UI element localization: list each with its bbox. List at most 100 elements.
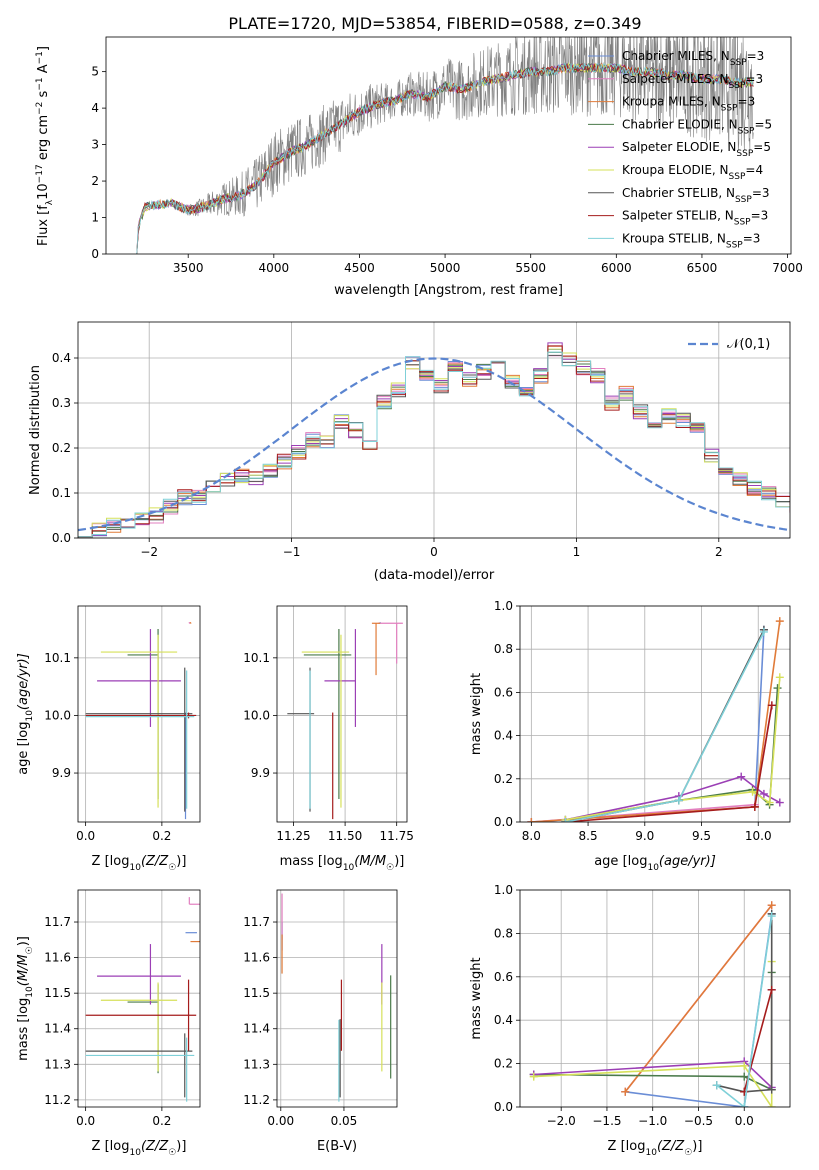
panel-mass-vs-Z: 0.0 0.211.211.311.411.511.611.7Z [log10(Z…: [16, 889, 201, 1158]
y-axis-label-part: (M/M: [16, 954, 31, 986]
legend-label-part: Chabrier STELIB, N: [622, 186, 735, 200]
y-axis-label-part: −1: [35, 51, 45, 64]
y-axis-label: mass [log10(M/M☉)]: [16, 936, 35, 1061]
figure-title: PLATE=1720, MJD=53854, FIBERID=0588, z=0…: [228, 14, 641, 33]
y-axis-label-part: −17: [35, 164, 45, 183]
y-axis-label: mass weight: [469, 673, 484, 755]
y-tick-label: 10.1: [44, 651, 71, 665]
y-tick-label: 11.6: [44, 951, 71, 965]
legend-label-part: Salpeter STELIB, N: [622, 209, 734, 223]
weight-marker: [775, 673, 784, 682]
plot-area: [281, 893, 392, 1102]
y-tick-label: 0.4: [494, 729, 513, 743]
plot-area: [527, 617, 784, 822]
y-tick-label: 11.4: [243, 1022, 270, 1036]
x-tick-label: −1.0: [638, 1114, 667, 1128]
x-tick-label: 1: [573, 545, 581, 559]
panel-mass-vs-EBV: 0.00 0.05 11.2 11.3 11.4 11.5 11.6 11.7 E(B-V): [243, 889, 398, 1154]
x-axis-label-part: (Z/Z: [141, 854, 169, 869]
x-axis-label-part: age [log: [594, 854, 647, 869]
x-axis-label: mass [log10(M/M☉)]: [280, 854, 405, 873]
y-tick-label: 2: [91, 174, 99, 188]
x-tick-label: 9.0: [635, 829, 654, 843]
legend-label-part: =3: [738, 95, 756, 109]
legend-label-part: =3: [751, 209, 769, 223]
y-tick-label: 11.6: [243, 951, 270, 965]
weight-marker: [767, 912, 776, 921]
x-tick-label: 3500: [173, 261, 204, 275]
y-tick-label: 10.0: [44, 708, 71, 722]
legend-label-part: SSP: [721, 104, 738, 114]
x-tick-label: 8.0: [522, 829, 541, 843]
y-tick-label: 0.1: [52, 486, 71, 500]
model-line: [136, 62, 754, 254]
x-axis-label: Z [log10(Z/Z☉)]: [608, 1139, 703, 1158]
legend-label-part: SSP: [738, 126, 755, 136]
x-tick-label: 8.5: [579, 829, 598, 843]
axes-frame: [519, 605, 791, 823]
x-tick-label: 4500: [344, 261, 375, 275]
y-tick-label: 0.2: [52, 441, 71, 455]
x-axis-label-part: 10: [129, 1148, 141, 1158]
axes-frame: [276, 605, 408, 823]
axes-frame: [519, 889, 791, 1108]
x-axis-label-part: 10: [129, 863, 141, 873]
legend-label: Chabrier ELODIE, NSSP=5: [622, 117, 772, 136]
legend-label-part: SSP: [726, 240, 743, 250]
y-tick-label: 9.9: [52, 766, 71, 780]
legend-label-part: Chabrier ELODIE, N: [622, 117, 738, 131]
y-axis-label: age [log10(age/yr)]: [16, 653, 35, 775]
y-axis-label-part: λ: [45, 199, 55, 205]
x-axis-label-part: 10: [343, 863, 355, 873]
weight-marker: [527, 818, 536, 822]
weight-marker: [561, 818, 570, 822]
y-tick-label: 0.0: [52, 531, 71, 545]
weight-line: [565, 688, 779, 821]
y-tick-label: 4: [91, 101, 99, 115]
y-axis-label-part: −1: [35, 77, 45, 90]
x-tick-label: −0.5: [684, 1114, 713, 1128]
x-axis-label-part: )]: [692, 1139, 702, 1154]
plot-area: [85, 622, 197, 820]
panel-spectrum: 3500 4000 4500 5000 5500 6000 6500 7000 0 1 2 3 4 5 Ch…: [35, 36, 803, 298]
y-axis-label: Flux [fλ10−17 erg cm−2 s−1 A−1]: [35, 46, 55, 246]
plot-area: [136, 37, 754, 254]
y-tick-label: 11.2: [44, 1093, 71, 1107]
legend-label-part: SSP: [734, 218, 751, 228]
x-tick-label: 6500: [687, 261, 718, 275]
y-axis-label-part: s: [36, 90, 51, 101]
weight-marker: [775, 617, 784, 626]
y-tick-label: 11.4: [44, 1022, 71, 1036]
y-tick-label: 0.0: [494, 1100, 513, 1114]
x-axis-label-part: )]: [176, 854, 186, 869]
histogram-step: [78, 351, 790, 538]
weight-marker: [765, 798, 774, 807]
legend-label: 𝒩(0,1): [727, 337, 770, 352]
x-axis-label-part: ☉: [386, 863, 394, 873]
x-tick-label: 9.5: [692, 829, 711, 843]
y-tick-label: 11.7: [243, 915, 270, 929]
y-tick-label: 11.7: [44, 915, 71, 929]
y-tick-label: 0.3: [52, 396, 71, 410]
x-axis-label: Z [log10(Z/Z☉)]: [92, 854, 187, 873]
legend-label-part: =5: [754, 117, 772, 131]
x-tick-label: 4000: [259, 261, 290, 275]
legend-label-part: Salpeter ELODIE, N: [622, 140, 736, 154]
weight-line: [716, 915, 773, 1107]
y-tick-label: 0.6: [494, 685, 513, 699]
y-axis-label-part: age [log: [16, 722, 31, 775]
x-axis-label-part: (M/M: [354, 854, 386, 869]
y-tick-label: 10.0: [243, 708, 270, 722]
weight-marker: [529, 1072, 538, 1081]
legend-label: Salpeter ELODIE, NSSP=5: [622, 140, 771, 159]
x-axis-label: (data-model)/error: [374, 568, 495, 583]
x-tick-label: −2.0: [547, 1114, 576, 1128]
weight-marker: [767, 985, 776, 994]
y-axis-label-part: 10: [25, 710, 35, 722]
x-tick-label: 0.0: [76, 1114, 95, 1128]
weight-marker: [740, 1072, 749, 1081]
x-axis-label-part: ☉: [684, 1148, 692, 1158]
x-axis-label-part: (Z/Z: [141, 1139, 169, 1154]
x-tick-label: 11.25: [276, 829, 310, 843]
x-axis-label-part: )]: [394, 854, 404, 869]
